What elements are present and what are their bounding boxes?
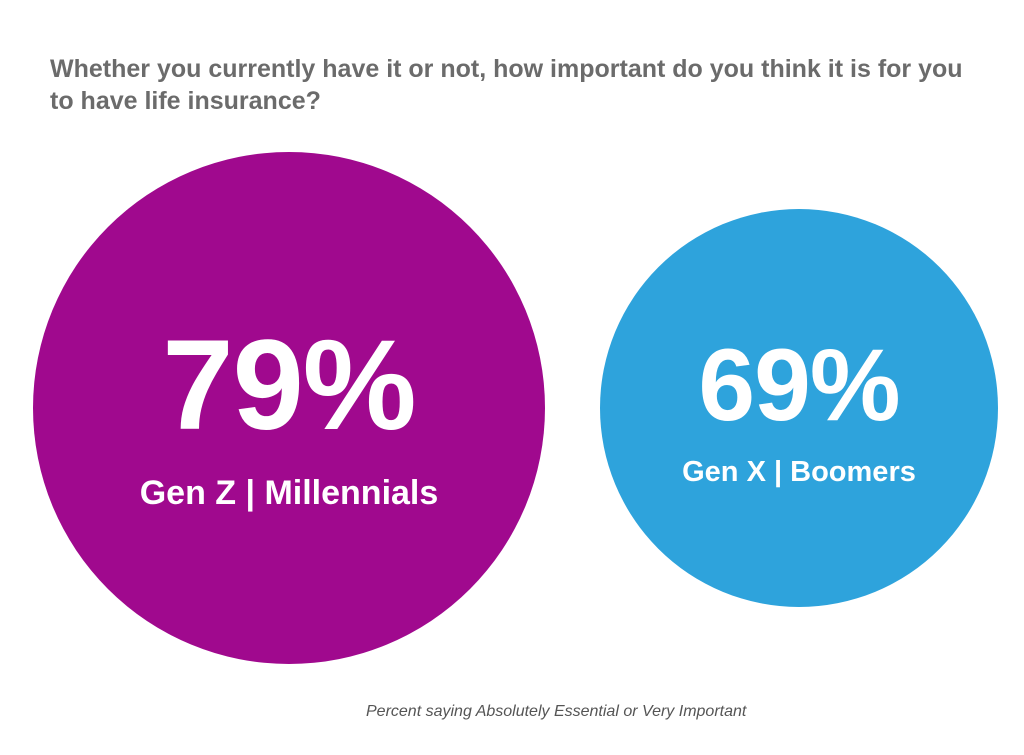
bubble-value: 79% (162, 313, 416, 457)
bubble-label: Gen X | Boomers (682, 455, 916, 488)
chart-footnote: Percent saying Absolutely Essential or V… (366, 703, 747, 720)
bubble-gen-x-boomers: 69% Gen X | Boomers (600, 209, 998, 607)
bubble-label: Gen Z | Millennials (139, 473, 439, 512)
chart-title: Whether you currently have it or not, ho… (50, 55, 963, 115)
bubble-gen-z-millennials: 79% Gen Z | Millennials (33, 152, 545, 664)
bubble-value: 69% (698, 327, 900, 442)
